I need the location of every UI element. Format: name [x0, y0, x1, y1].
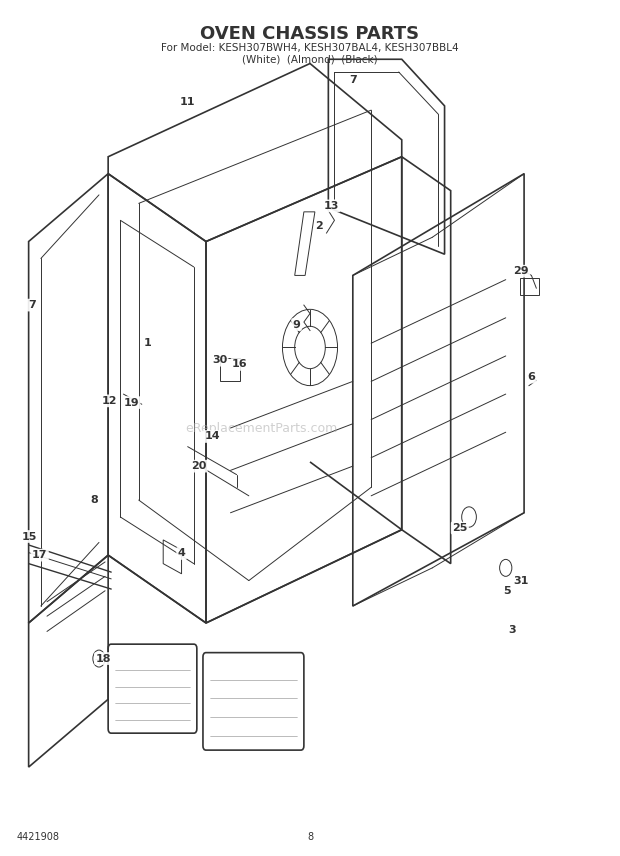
Text: 8: 8: [307, 831, 313, 841]
Text: 6: 6: [528, 372, 535, 382]
Text: 16: 16: [232, 360, 247, 370]
Text: 29: 29: [513, 266, 529, 276]
Text: 8: 8: [91, 495, 99, 505]
Text: 18: 18: [95, 654, 111, 663]
Text: 30: 30: [212, 355, 227, 366]
Text: 17: 17: [32, 550, 47, 560]
Text: 11: 11: [180, 97, 195, 107]
Text: 3: 3: [508, 625, 516, 635]
Text: 2: 2: [316, 221, 323, 231]
Text: OVEN CHASSIS PARTS: OVEN CHASSIS PARTS: [200, 25, 420, 43]
Text: 12: 12: [102, 395, 117, 406]
Text: 5: 5: [503, 586, 511, 596]
Text: 9: 9: [293, 319, 301, 330]
Text: 19: 19: [123, 397, 140, 407]
Text: 7: 7: [28, 300, 35, 310]
Text: (White)  (Almond)  (Black): (White) (Almond) (Black): [242, 54, 378, 64]
Text: 13: 13: [324, 201, 339, 211]
Text: 4: 4: [177, 549, 185, 558]
Text: 31: 31: [513, 575, 529, 586]
Text: eReplacementParts.com: eReplacementParts.com: [185, 421, 337, 435]
Text: 4421908: 4421908: [16, 831, 60, 841]
Text: 20: 20: [191, 461, 206, 471]
Text: 15: 15: [22, 532, 38, 542]
Text: 7: 7: [349, 75, 356, 86]
Text: 14: 14: [205, 431, 220, 442]
Text: For Model: KESH307BWH4, KESH307BAL4, KESH307BBL4: For Model: KESH307BWH4, KESH307BAL4, KES…: [161, 44, 459, 53]
Text: 25: 25: [452, 523, 467, 533]
Text: 1: 1: [144, 338, 152, 348]
